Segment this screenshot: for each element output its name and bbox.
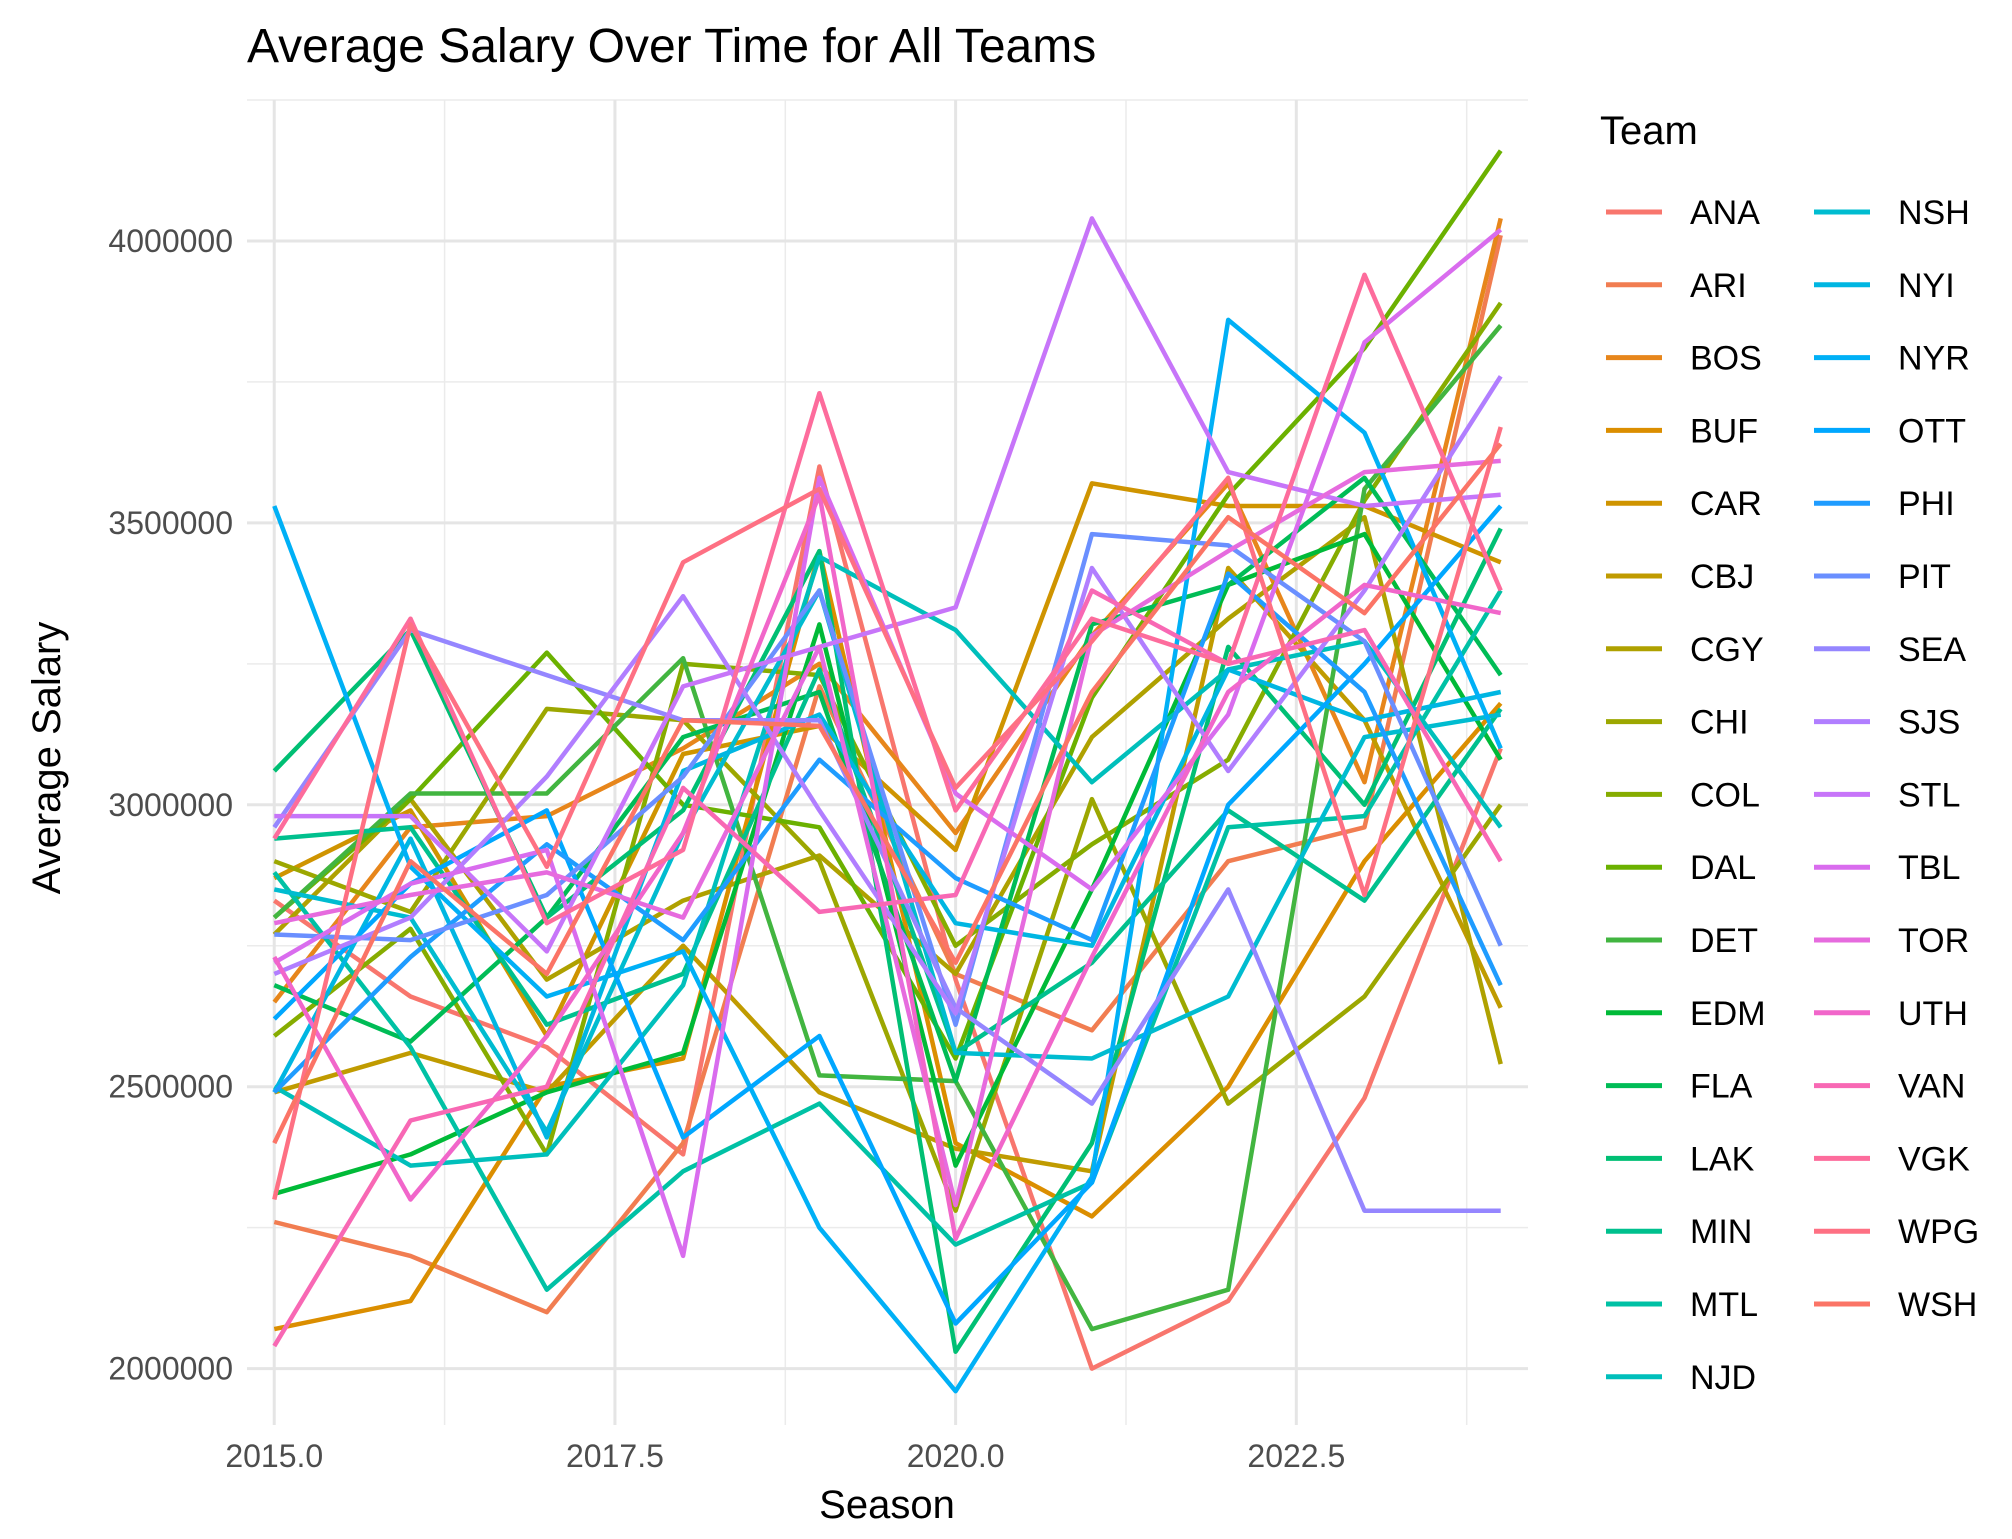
- legend-label-edm: EDM: [1690, 995, 1766, 1033]
- series-line-van: [272, 588, 1503, 1348]
- legend-label-chi: CHI: [1690, 704, 1749, 742]
- series-line-vgk: [272, 272, 1503, 926]
- legend-label-cbj: CBJ: [1690, 558, 1754, 596]
- legend-label-ari: ARI: [1690, 267, 1747, 305]
- legend-label-sjs: SJS: [1898, 704, 1960, 742]
- x-tick-label: 2015.0: [225, 1438, 323, 1474]
- legend-label-col: COL: [1690, 776, 1760, 814]
- y-tick-label: 4000000: [108, 223, 233, 259]
- legend-label-fla: FLA: [1690, 1068, 1753, 1106]
- series-line-mtl: [272, 589, 1503, 1292]
- legend-label-dal: DAL: [1690, 849, 1756, 887]
- legend-label-car: CAR: [1690, 485, 1762, 523]
- legend-label-det: DET: [1690, 922, 1758, 960]
- series-line-wsh: [272, 442, 1503, 1145]
- y-tick-label: 2500000: [108, 1069, 233, 1105]
- series-line-uth: [272, 492, 1502, 1242]
- series-line-phi: [272, 571, 1503, 1094]
- legend-label-vgk: VGK: [1898, 1140, 1970, 1178]
- legend-label-van: VAN: [1898, 1068, 1965, 1106]
- series-line-det: [272, 324, 1503, 1332]
- series-line-cbj: [273, 565, 1503, 1174]
- x-axis-title: Season: [819, 1483, 955, 1527]
- legend-label-sea: SEA: [1898, 631, 1966, 669]
- legend-label-bos: BOS: [1690, 340, 1762, 378]
- legend: Team ANA ARI BOS BUF CAR CBJ CGY CHI COL DAL DET ED…: [1600, 109, 1979, 1397]
- series-line-njd: [273, 554, 1503, 1168]
- legend-label-mtl: MTL: [1690, 1286, 1758, 1324]
- chart-title: Average Salary Over Time for All Teams: [247, 20, 1096, 73]
- legend-label-lak: LAK: [1690, 1140, 1755, 1178]
- legend-label-nyi: NYI: [1898, 267, 1955, 305]
- legend-label-stl: STL: [1898, 776, 1960, 814]
- y-axis-title: Average Salary: [25, 622, 69, 895]
- series-line-ari: [273, 234, 1503, 1315]
- legend-label-pit: PIT: [1898, 558, 1951, 596]
- x-tick-label: 2022.5: [1247, 1438, 1345, 1474]
- legend-label-ott: OTT: [1898, 412, 1966, 450]
- legend-label-ana: ANA: [1690, 194, 1760, 232]
- legend-label-uth: UTH: [1898, 995, 1968, 1033]
- legend-label-tor: TOR: [1898, 922, 1969, 960]
- y-tick-label: 2000000: [108, 1351, 233, 1387]
- legend-title: Team: [1600, 109, 1698, 153]
- series-line-tor: [273, 458, 1501, 1208]
- axes: 2015.0 2017.5 2020.0 2022.5 2000000 2500000 30…: [108, 223, 1345, 1474]
- legend-label-buf: BUF: [1690, 412, 1758, 450]
- series-line-nyr: [272, 317, 1503, 1394]
- series-lines: [272, 149, 1503, 1394]
- y-tick-label: 3000000: [108, 787, 233, 823]
- x-tick-label: 2020.0: [907, 1438, 1005, 1474]
- legend-label-nyr: NYR: [1898, 340, 1970, 378]
- grid: [247, 99, 1528, 1425]
- legend-label-min: MIN: [1690, 1213, 1752, 1251]
- series-line-edm: [273, 531, 1503, 1196]
- legend-label-tbl: TBL: [1898, 849, 1960, 887]
- x-tick-label: 2017.5: [566, 1438, 664, 1474]
- legend-label-njd: NJD: [1690, 1359, 1756, 1397]
- legend-label-cgy: CGY: [1690, 631, 1764, 669]
- legend-label-wpg: WPG: [1898, 1213, 1979, 1251]
- series-line-wpg: [272, 426, 1503, 1201]
- y-tick-label: 3500000: [108, 505, 233, 541]
- legend-label-wsh: WSH: [1898, 1286, 1977, 1324]
- legend-label-phi: PHI: [1898, 485, 1955, 523]
- legend-label-nsh: NSH: [1898, 194, 1970, 232]
